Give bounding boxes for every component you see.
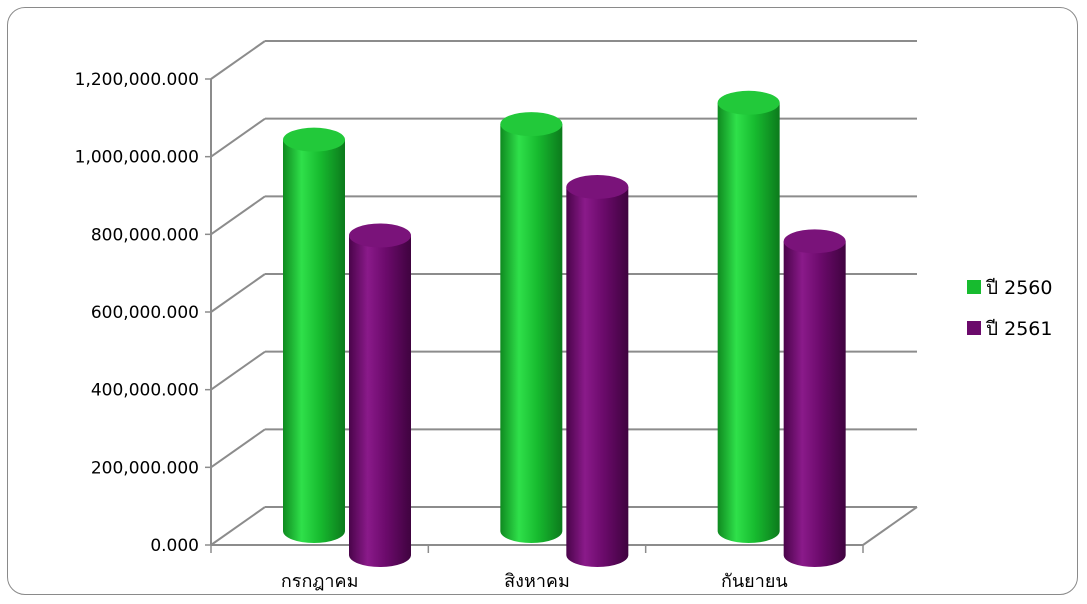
floor-edge	[862, 506, 918, 546]
gridline-side	[210, 428, 266, 469]
y-tick-label: 400,000.000	[91, 381, 199, 401]
bar-top	[349, 223, 411, 248]
y-tick-label: 1,200,000.000	[75, 70, 199, 90]
legend: ปี 2560 ปี 2561	[967, 277, 1052, 340]
legend-swatch	[967, 280, 981, 294]
bar-body	[783, 241, 846, 568]
axis-layer: 0.000 200,000.000 400,000.000 600,000.000 80…	[75, 70, 918, 592]
x-tick-label: กันยายน	[721, 571, 788, 592]
bar-body	[717, 102, 780, 544]
y-tick-label: 0.000	[150, 536, 199, 556]
gridline-side	[210, 350, 266, 391]
bar-cylinder	[566, 174, 629, 567]
y-tick-label: 800,000.000	[91, 225, 199, 245]
legend-label: ปี 2561	[985, 318, 1052, 340]
bar-body	[283, 139, 345, 543]
legend-swatch	[967, 321, 981, 335]
bar-cylinder	[283, 127, 345, 543]
gridline-side	[210, 40, 266, 80]
bar-cylinder	[717, 90, 780, 544]
bar-cylinder	[500, 112, 563, 543]
bar-top	[717, 90, 780, 115]
bar-top	[500, 112, 563, 137]
y-tick-label: 1,000,000.000	[75, 148, 199, 168]
x-tick-label: กรกฎาคม	[281, 571, 359, 592]
bar-top	[283, 127, 345, 152]
bar-cylinder	[349, 223, 411, 567]
gridline-side	[210, 506, 266, 546]
y-tick-label: 200,000.000	[91, 458, 199, 478]
gridline-side	[210, 195, 266, 236]
y-tick-label: 600,000.000	[91, 303, 199, 323]
bar-cylinder	[783, 229, 846, 568]
x-tick-label: สิงหาคม	[504, 571, 570, 592]
bar-body	[349, 235, 411, 567]
gridline-side	[210, 273, 266, 313]
bar-top	[566, 174, 629, 199]
legend-label: ปี 2560	[985, 277, 1052, 299]
bar-top	[783, 229, 846, 254]
gridline-side	[210, 117, 266, 158]
bar-body	[566, 186, 629, 567]
bars-layer	[283, 90, 846, 568]
bar-body	[500, 124, 563, 543]
